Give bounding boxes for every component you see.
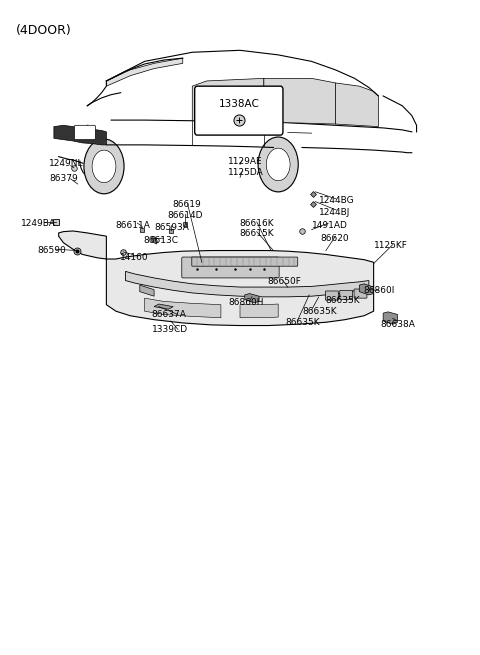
FancyBboxPatch shape bbox=[195, 86, 283, 135]
Text: 86616K: 86616K bbox=[239, 219, 274, 228]
Text: 1491AD: 1491AD bbox=[312, 221, 348, 230]
Text: 86619: 86619 bbox=[172, 200, 201, 210]
Polygon shape bbox=[107, 58, 183, 86]
Text: 1129AE: 1129AE bbox=[228, 157, 263, 166]
Text: 86620: 86620 bbox=[320, 234, 349, 242]
Polygon shape bbox=[144, 298, 221, 318]
FancyBboxPatch shape bbox=[340, 290, 353, 299]
FancyBboxPatch shape bbox=[192, 257, 298, 266]
FancyBboxPatch shape bbox=[325, 291, 338, 300]
Text: 86379: 86379 bbox=[49, 174, 78, 183]
Polygon shape bbox=[54, 125, 107, 145]
Polygon shape bbox=[154, 304, 173, 309]
Polygon shape bbox=[240, 304, 278, 318]
Text: 1339CD: 1339CD bbox=[152, 325, 188, 334]
Text: 86615K: 86615K bbox=[239, 229, 274, 238]
Text: 86635K: 86635K bbox=[285, 318, 320, 327]
Text: 1249NL: 1249NL bbox=[49, 159, 84, 168]
Polygon shape bbox=[360, 284, 373, 295]
Circle shape bbox=[92, 150, 116, 183]
Text: 86635K: 86635K bbox=[325, 295, 360, 305]
Text: 14160: 14160 bbox=[120, 253, 148, 261]
Polygon shape bbox=[245, 293, 259, 303]
Polygon shape bbox=[336, 83, 378, 126]
Text: 1244BJ: 1244BJ bbox=[319, 208, 350, 217]
Text: 86613C: 86613C bbox=[144, 236, 179, 244]
Text: 86650F: 86650F bbox=[268, 277, 301, 286]
FancyBboxPatch shape bbox=[74, 125, 96, 140]
Text: 1249BA: 1249BA bbox=[21, 219, 56, 228]
Polygon shape bbox=[383, 312, 397, 324]
Text: 1125DA: 1125DA bbox=[228, 168, 264, 177]
Text: 1125KF: 1125KF bbox=[373, 242, 408, 250]
Polygon shape bbox=[59, 231, 373, 326]
Text: 86635K: 86635K bbox=[302, 307, 336, 316]
Text: 86637A: 86637A bbox=[152, 310, 187, 319]
Text: 86590: 86590 bbox=[37, 246, 66, 255]
Text: 86593A: 86593A bbox=[154, 223, 189, 232]
Circle shape bbox=[266, 148, 290, 181]
Text: 86614D: 86614D bbox=[168, 212, 203, 221]
Polygon shape bbox=[125, 271, 369, 297]
Polygon shape bbox=[152, 236, 157, 244]
Circle shape bbox=[84, 139, 124, 194]
Polygon shape bbox=[264, 79, 336, 124]
Text: 86638A: 86638A bbox=[381, 320, 416, 329]
Circle shape bbox=[258, 137, 298, 192]
Polygon shape bbox=[140, 285, 154, 296]
FancyBboxPatch shape bbox=[182, 257, 279, 278]
Text: 86611A: 86611A bbox=[115, 221, 150, 230]
FancyBboxPatch shape bbox=[354, 289, 367, 298]
Text: 1244BG: 1244BG bbox=[319, 196, 354, 206]
Text: 86860H: 86860H bbox=[228, 298, 264, 307]
Text: 1338AC: 1338AC bbox=[218, 99, 259, 109]
Text: 86860I: 86860I bbox=[363, 286, 395, 295]
Polygon shape bbox=[192, 79, 264, 122]
Text: (4DOOR): (4DOOR) bbox=[16, 24, 72, 37]
